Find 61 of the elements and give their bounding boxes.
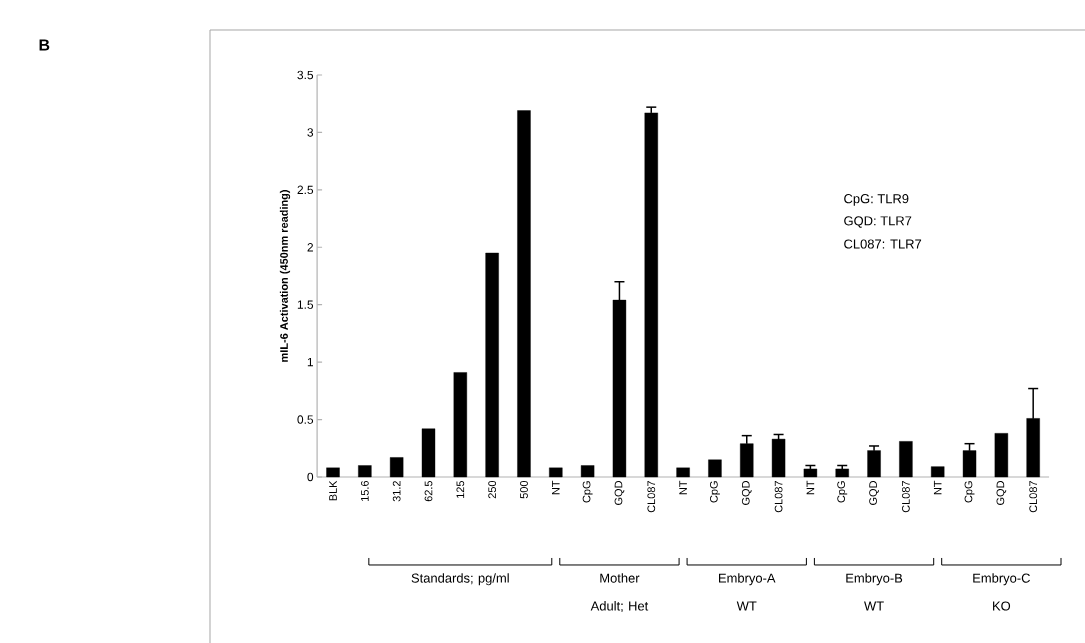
x-tick-label: NT [933,480,942,495]
bar [421,428,436,478]
bar [708,459,722,478]
x-tick-label: GQD [996,481,1007,505]
bar [644,112,658,478]
annotation: CpG: TLR9 [844,194,909,206]
y-tick-label: 3 [307,128,314,137]
y-axis-title: mIL-6 Activation (450nm reading) [279,190,291,362]
x-tick-label: CL087 [647,481,656,513]
annotation: GQD: TLR7 [844,216,912,228]
x-tick-label: CpG [837,481,848,503]
bar [994,433,1009,478]
text: Standards; pg/ml [411,573,509,586]
x-tick-label: 31.2 [392,481,401,502]
x-tick-label: NT [552,480,560,495]
bar [771,438,786,478]
x-tick-label: GQD [869,481,879,505]
y-tick-label: 2 [307,243,313,252]
bar [326,467,340,478]
bar [676,467,690,478]
bar [389,457,404,478]
text: Embryo-B WT [846,573,903,611]
text: Embryo-C KO [973,573,1030,611]
x-tick-label: 500 [520,480,528,499]
bar [358,465,372,478]
x-tick-label: CL087 [774,481,783,513]
bar [899,441,913,478]
bar [931,466,945,478]
text: Embryo-A WT [719,573,776,611]
bar [1026,418,1040,478]
y-tick-label: 1.5 [297,300,314,309]
x-tick-label: 62.5 [424,480,433,502]
bar [580,465,595,478]
bar [453,372,468,478]
x-tick-label: 250 [488,480,497,499]
x-tick-label: CL087 [902,481,910,513]
text: B [39,39,50,51]
x-tick-label: CpG [582,481,593,503]
bar [549,467,563,478]
x-tick-label: GQD [741,481,752,505]
bar [867,450,881,478]
y-tick-label: 0.5 [297,415,314,424]
y-tick-label: 1 [307,358,313,367]
x-tick-label: CL087 [1029,481,1038,513]
x-tick-label: CpG [709,481,720,503]
x-tick-label: 125 [456,480,465,498]
x-tick-label: NT [806,480,815,495]
x-tick-label: BLK [329,480,337,501]
x-tick-label: 15.6 [360,480,369,501]
x-tick-label: GQD [614,481,625,505]
x-tick-label: CpG [964,481,975,503]
bar [835,468,849,478]
y-tick-label: 2.5 [297,185,314,195]
text: Mother Adult; Het [590,573,649,613]
y-tick-label: 0 [307,472,314,482]
bar [485,252,499,478]
bar [517,110,531,478]
y-tick-label: 3.5 [297,70,314,80]
x-tick-label: NT [679,480,687,495]
annotation: CL087: TLR7 [844,239,922,249]
bar [803,468,818,478]
